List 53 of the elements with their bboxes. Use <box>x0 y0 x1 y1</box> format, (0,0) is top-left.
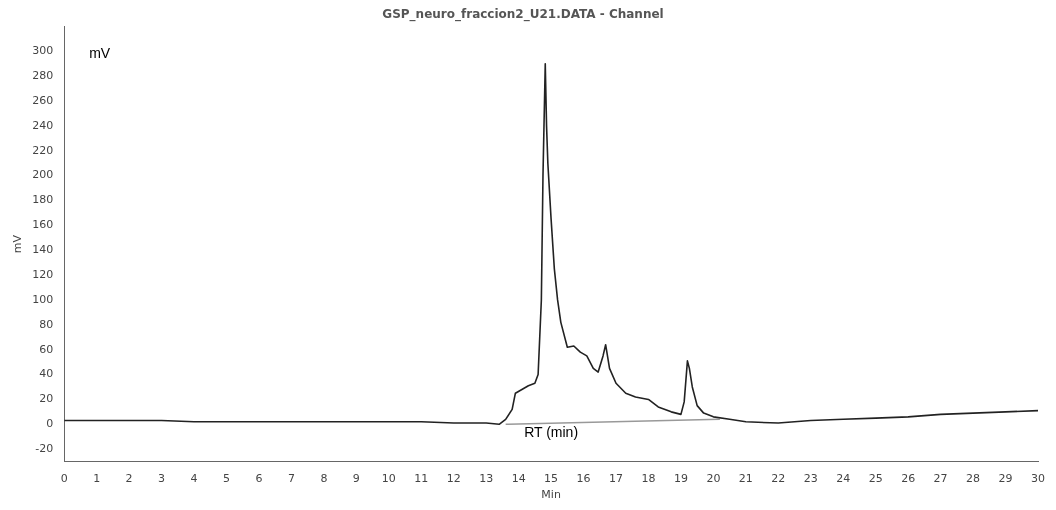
y-tick-label: -20 <box>35 442 54 456</box>
x-tick-label: 4 <box>190 472 198 486</box>
x-tick-label: 27 <box>933 472 948 486</box>
x-tick-label: 25 <box>868 472 883 486</box>
x-tick-label: 8 <box>320 472 328 486</box>
x-axis-title: Min <box>541 488 561 502</box>
x-tick-label: 5 <box>223 472 230 486</box>
x-tick-label: 1 <box>93 472 101 486</box>
y-tick-label: 300 <box>32 44 54 58</box>
x-tick-label: 15 <box>544 472 559 486</box>
y-tick-label: 200 <box>32 168 54 182</box>
x-tick-label: 23 <box>803 472 818 486</box>
x-tick-label: 16 <box>576 472 591 486</box>
x-tick-label: 26 <box>901 472 916 486</box>
x-tick-label: 28 <box>966 472 981 486</box>
x-tick-label: 2 <box>125 472 133 486</box>
x-tick-label: 22 <box>771 472 786 486</box>
x-tick-label: 20 <box>706 472 721 486</box>
y-tick-label: 100 <box>32 292 54 306</box>
x-tick-label: 10 <box>381 472 396 486</box>
x-tick-label: 24 <box>836 472 851 486</box>
y-tick-label: 20 <box>39 392 54 406</box>
y-tick-label: 240 <box>32 118 54 132</box>
annotation: mV <box>89 45 111 62</box>
y-tick-label: 140 <box>32 243 54 257</box>
x-tick-label: 9 <box>352 472 360 486</box>
x-tick-label: 21 <box>738 472 753 486</box>
y-tick-label: 80 <box>39 317 54 331</box>
x-tick-label: 30 <box>1031 472 1045 486</box>
x-tick-label: 11 <box>414 472 429 486</box>
x-tick-label: 29 <box>998 472 1013 486</box>
y-tick-label: 40 <box>39 367 54 381</box>
x-tick-label: 18 <box>641 472 656 486</box>
x-tick-label: 6 <box>255 472 263 486</box>
y-tick-label: 120 <box>32 267 54 281</box>
x-tick-label: 12 <box>446 472 461 486</box>
y-tick-label: 280 <box>32 69 54 82</box>
y-tick-label: 180 <box>32 193 54 207</box>
y-tick-label: 260 <box>32 93 54 107</box>
y-tick-label: 60 <box>39 342 54 356</box>
y-tick-label: 160 <box>32 218 54 232</box>
y-tick-label: 220 <box>32 143 54 157</box>
x-tick-label: 17 <box>609 472 624 486</box>
chart-title: GSP_neuro_fraccion2_U21.DATA - Channel <box>382 7 664 23</box>
x-tick-label: 13 <box>479 472 494 486</box>
x-tick-label: 3 <box>158 472 166 486</box>
x-tick-label: 14 <box>511 472 526 486</box>
x-tick-label: 7 <box>287 472 295 486</box>
y-axis-title: mV <box>11 234 25 254</box>
annotation: RT (min) <box>524 424 579 441</box>
x-tick-label: 19 <box>673 472 688 486</box>
x-tick-label: 0 <box>60 472 68 486</box>
y-tick-label: 0 <box>46 417 54 431</box>
